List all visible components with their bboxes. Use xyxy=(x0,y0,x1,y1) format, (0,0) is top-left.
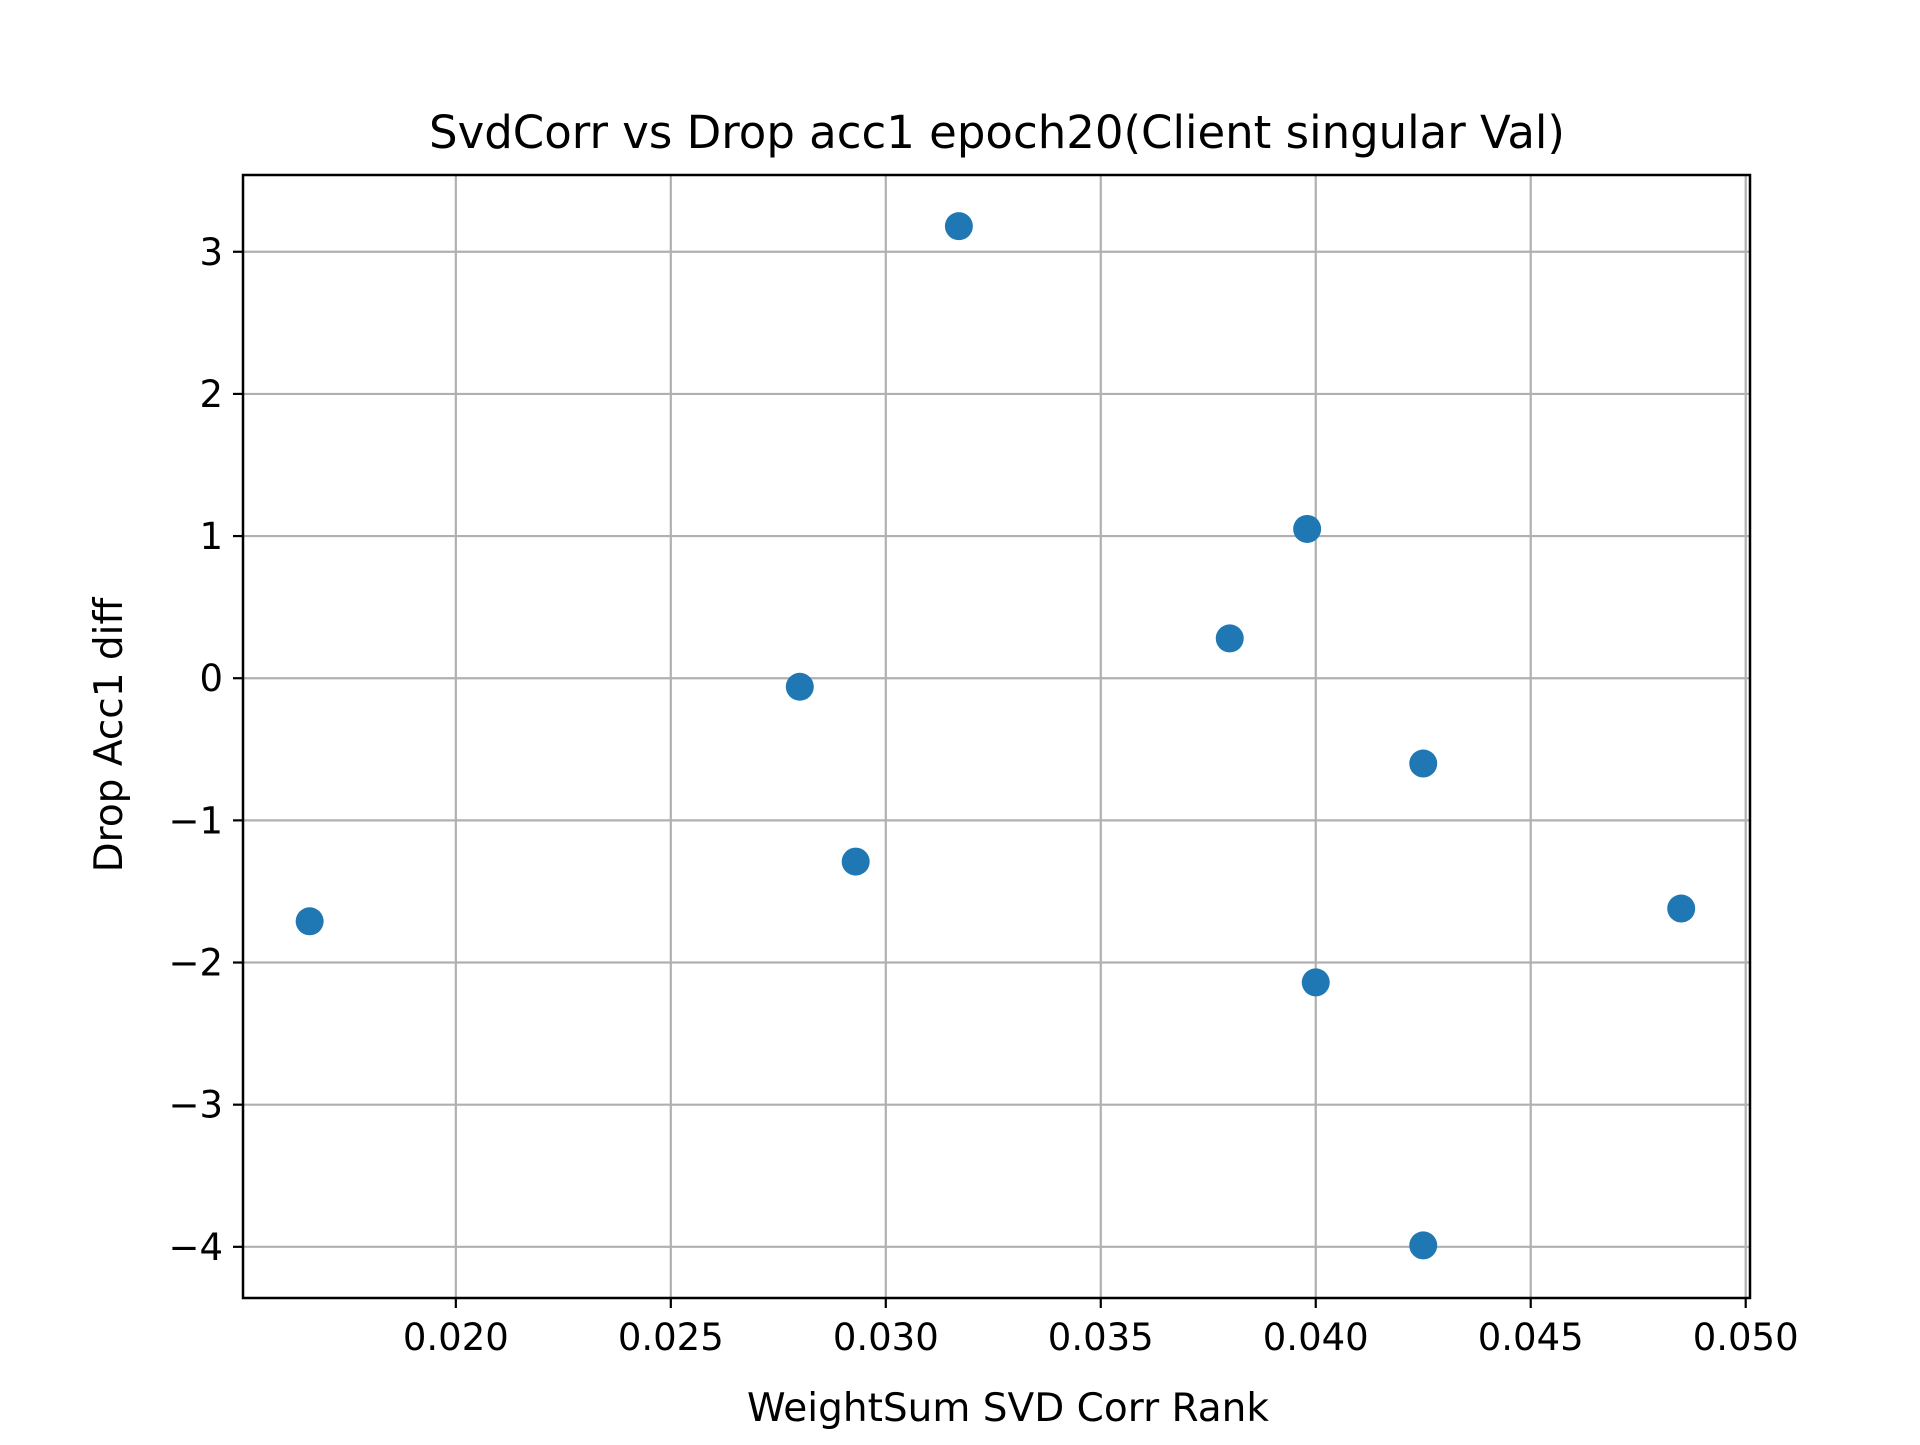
y-tick-label: 2 xyxy=(199,373,223,416)
x-axis-label: WeightSum SVD Corr Rank xyxy=(747,1386,1269,1431)
y-tick-label: −2 xyxy=(168,942,223,985)
data-point xyxy=(841,847,870,876)
data-point xyxy=(1409,1231,1438,1260)
data-point xyxy=(785,672,814,701)
x-tick-label: 0.045 xyxy=(1478,1316,1584,1359)
plot-frame xyxy=(241,173,1752,1300)
y-axis-label: Drop Acc1 diff xyxy=(87,596,132,872)
data-points xyxy=(295,212,1696,1260)
y-tick-label: 1 xyxy=(199,515,223,558)
x-tick-label: 0.025 xyxy=(618,1316,724,1359)
data-point xyxy=(1301,968,1330,997)
chart-title: SvdCorr vs Drop acc1 epoch20(Client sing… xyxy=(429,106,1565,159)
x-tick-label: 0.050 xyxy=(1693,1316,1799,1359)
x-tick-label: 0.040 xyxy=(1263,1316,1369,1359)
x-tick-label: 0.030 xyxy=(833,1316,939,1359)
y-tick-label: 0 xyxy=(199,657,223,700)
data-point xyxy=(1293,514,1322,543)
data-point xyxy=(1409,749,1438,778)
axis-ticks: 0.020 0.025 0.030 0.035 0.040 0.045 0.050 −4 −3 −… xyxy=(168,231,1798,1359)
x-tick-label: 0.020 xyxy=(403,1316,509,1359)
grid-lines xyxy=(243,175,1750,1298)
data-point xyxy=(944,212,973,241)
data-point xyxy=(1667,894,1696,923)
y-tick-label: −1 xyxy=(168,799,223,842)
data-point xyxy=(1215,624,1244,653)
y-tick-label: −3 xyxy=(168,1084,223,1127)
data-point xyxy=(295,907,324,936)
y-tick-label: −4 xyxy=(168,1226,223,1269)
x-tick-label: 0.035 xyxy=(1048,1316,1154,1359)
y-tick-label: 3 xyxy=(199,231,223,274)
